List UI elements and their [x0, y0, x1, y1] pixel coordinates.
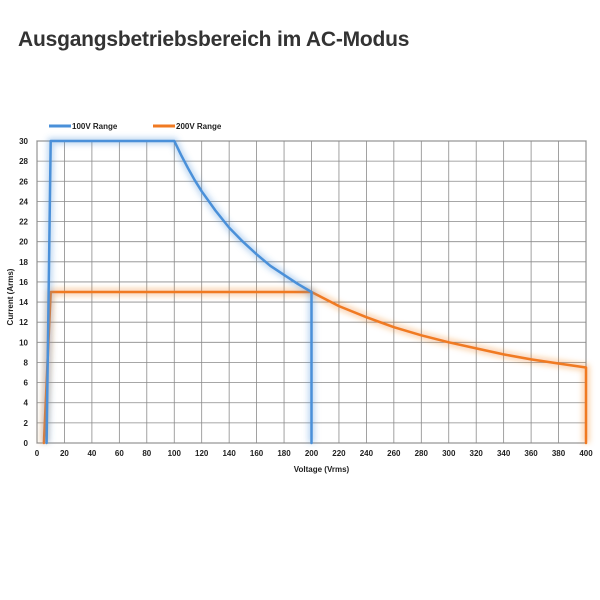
- x-tick-label: 380: [552, 449, 566, 458]
- legend-label: 100V Range: [72, 122, 118, 131]
- y-tick-label: 8: [24, 358, 29, 367]
- series-line: [45, 139, 313, 445]
- y-tick-label: 10: [19, 338, 28, 347]
- x-tick-label: 200: [305, 449, 319, 458]
- series-1: [43, 137, 315, 445]
- x-tick-label: 140: [222, 449, 236, 458]
- x-tick-label: 20: [60, 449, 69, 458]
- x-tick-label: 300: [442, 449, 456, 458]
- y-axis-label: Current (Arms): [6, 268, 15, 325]
- x-tick-label: 120: [195, 449, 209, 458]
- y-tick-label: 24: [19, 197, 28, 206]
- y-tick-label: 2: [24, 419, 29, 428]
- y-tick-label: 0: [24, 439, 29, 448]
- y-tick-label: 30: [19, 137, 28, 146]
- x-tick-label: 40: [87, 449, 96, 458]
- series-line: [42, 290, 588, 445]
- series-2: [40, 288, 590, 445]
- x-axis-ticks: 0 20 40 60 80 100 120 140 160 180 200 220 240 260 280 3…: [35, 449, 593, 458]
- y-tick-label: 4: [24, 399, 29, 408]
- legend-item-2: 200V Range: [153, 122, 222, 131]
- y-tick-label: 22: [19, 218, 28, 227]
- x-tick-label: 160: [250, 449, 264, 458]
- y-tick-label: 12: [19, 318, 28, 327]
- chart-legend: 100V Range 200V Range: [49, 122, 222, 131]
- y-tick-label: 26: [19, 177, 28, 186]
- x-tick-label: 0: [35, 449, 40, 458]
- x-tick-label: 340: [497, 449, 511, 458]
- y-tick-label: 16: [19, 278, 28, 287]
- chart-series-layer: [40, 137, 590, 445]
- x-tick-label: 80: [142, 449, 151, 458]
- y-tick-label: 18: [19, 258, 28, 267]
- x-tick-label: 240: [360, 449, 374, 458]
- x-tick-label: 320: [470, 449, 484, 458]
- x-tick-label: 180: [277, 449, 291, 458]
- y-tick-label: 6: [24, 379, 29, 388]
- x-tick-label: 100: [168, 449, 182, 458]
- x-tick-label: 220: [332, 449, 346, 458]
- page-title: Ausgangsbetriebsbereich im AC-Modus: [18, 28, 410, 51]
- legend-label: 200V Range: [176, 122, 222, 131]
- y-tick-label: 28: [19, 157, 28, 166]
- x-tick-label: 400: [579, 449, 593, 458]
- x-tick-label: 60: [115, 449, 124, 458]
- y-tick-label: 20: [19, 238, 28, 247]
- x-tick-label: 280: [415, 449, 429, 458]
- x-tick-label: 260: [387, 449, 401, 458]
- legend-item-1: 100V Range: [49, 122, 118, 131]
- y-tick-label: 14: [19, 298, 28, 307]
- x-tick-label: 360: [524, 449, 538, 458]
- x-axis-label: Voltage (Vrms): [294, 465, 350, 474]
